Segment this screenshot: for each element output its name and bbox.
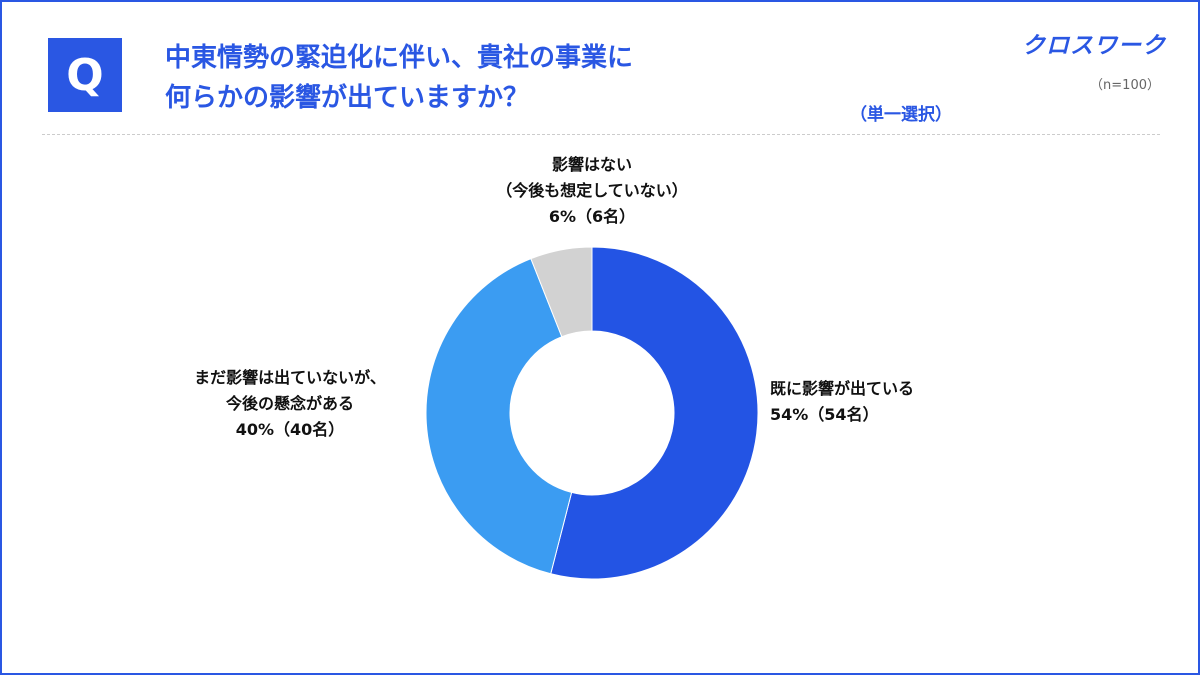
slice-label-already-affected: 既に影響が出ている 54%（54名） — [770, 376, 914, 428]
header-divider — [42, 134, 1160, 135]
brand-logo: クロスワーク — [1022, 33, 1166, 59]
slice-label-text: 影響はない — [551, 155, 632, 174]
donut-slice-no-impact — [530, 246, 593, 338]
sample-size: （n=100） — [1090, 78, 1160, 93]
question-line-1: 中東情勢の緊迫化に伴い、貴社の事業に — [165, 43, 634, 73]
slice-label-value: 54%（54名） — [770, 405, 879, 424]
slice-label-no-impact: 影響はない （今後も想定していない） 6%（6名） — [432, 152, 752, 230]
slice-label-value: 6%（6名） — [548, 207, 636, 226]
donut-slice-future-concern — [425, 258, 573, 575]
question-line-2: 何らかの影響が出ていますか？ — [165, 83, 530, 113]
question-title: 中東情勢の緊迫化に伴い、貴社の事業に 何らかの影響が出ていますか？ — [165, 38, 633, 118]
donut-slice-already-affected — [550, 246, 759, 580]
selection-type: （単一選択） — [850, 105, 952, 125]
question-badge: Q — [48, 38, 122, 112]
slice-label-future-concern: まだ影響は出ていないが、 今後の懸念がある 40%（40名） — [170, 365, 410, 443]
slice-label-text: 今後の懸念がある — [225, 394, 354, 413]
slice-label-text: （今後も想定していない） — [496, 181, 688, 200]
slice-label-text: 既に影響が出ている — [770, 379, 915, 398]
slice-label-value: 40%（40名） — [235, 420, 345, 439]
slice-label-text: まだ影響は出ていないが、 — [194, 368, 386, 387]
